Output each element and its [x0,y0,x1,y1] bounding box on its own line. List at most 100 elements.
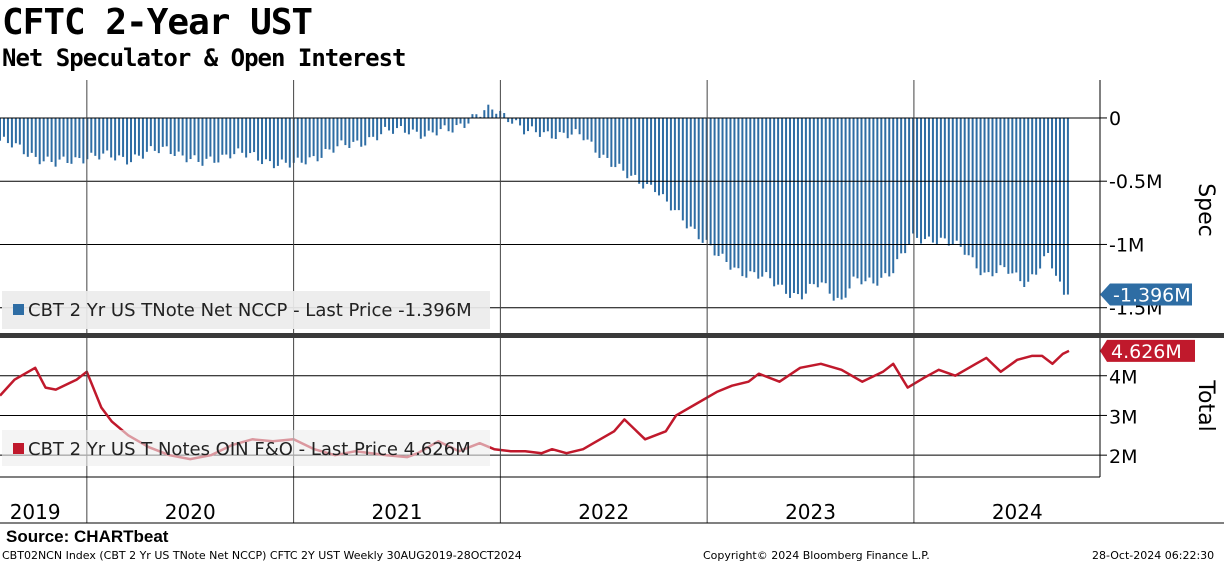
spec-bar [149,117,152,147]
spec-tick-label: 0 [1109,108,1121,130]
spec-bar [6,117,9,144]
spec-bar [153,117,156,151]
spec-bar [479,116,482,118]
spec-bar [439,117,442,130]
spec-bar [1023,117,1026,288]
spec-bar [935,117,938,244]
spec-bar [419,117,422,139]
spec-legend-text: CBT 2 Yr US TNote Net NCCP - Last Price … [28,300,472,321]
spec-bar [372,117,375,137]
spec-bar [860,117,863,285]
spec-bar [852,117,855,277]
spec-bar [844,117,847,298]
spec-bar [201,117,204,166]
chart-frame [0,80,1224,524]
spec-bar [761,117,764,277]
spec-bar [848,117,851,289]
spec-bar [947,117,950,246]
spec-bar [856,117,859,279]
spec-bar [650,117,653,185]
spec-bar [1019,117,1022,282]
spec-bar [74,117,77,158]
spec-bar [431,117,434,133]
spec-bar [157,117,160,154]
timestamp: 28-Oct-2024 06:22:30 [1092,549,1215,562]
spec-bar [927,117,930,237]
spec-bar [558,117,561,133]
spec-bar [197,117,200,162]
spec-bar [904,117,907,254]
total-tick-label: 2M [1109,446,1137,468]
spec-bar [785,117,788,294]
spec-bar [816,117,819,288]
spec-bar [268,117,271,162]
spec-last-value-label: -1.396M [1113,285,1191,307]
spec-bar [800,117,803,300]
spec-bar [646,117,649,184]
spec-bar [1035,117,1038,275]
spec-bar [411,117,414,130]
spec-bar [46,117,49,157]
spec-tick-label: -0.5M [1109,171,1162,193]
spec-bar [169,117,172,155]
spec-bar [316,117,319,162]
spec-legend-box [2,291,490,329]
spec-bar [1043,117,1046,257]
spec-bar [673,117,676,211]
year-label: 2019 [10,500,61,524]
spec-bar [955,117,958,241]
spec-bar [773,117,776,287]
spec-bar [554,117,557,139]
spec-bar [991,117,994,277]
spec-bar [987,117,990,273]
spec-bar [753,117,756,273]
spec-bar [324,117,327,150]
spec-bar [352,117,355,142]
spec-bar [407,117,410,135]
spec-bar [515,117,518,121]
spec-bar [1011,117,1014,274]
spec-bar [892,117,895,274]
spec-bar [566,117,569,139]
spec-bar [872,117,875,284]
spec-bar [602,117,605,155]
total-last-value-tag [1100,339,1195,362]
spec-bar [713,117,716,256]
spec-bar [1055,117,1057,276]
spec-bar [995,117,998,274]
spec-bar [10,117,13,148]
spec-bar [62,117,65,157]
spec-bar [241,117,244,153]
spec-bar [1058,117,1061,282]
spec-bar [781,117,784,285]
spec-bar [483,110,486,118]
spec-bar [292,117,295,163]
spec-bar [233,117,236,155]
spec-bar [161,117,164,147]
spec-bar [237,117,240,149]
spec-bar [836,117,839,298]
spec-bar [261,117,264,165]
spec-tick-label: -1.5M [1109,298,1162,320]
spec-bar [122,117,125,157]
spec-bar [205,117,208,159]
spec-bar [1047,117,1050,253]
spec-bar [423,117,426,137]
spec-bar [908,117,911,245]
spec-bar [876,117,879,286]
spec-bar [42,117,45,162]
total-gridlines [0,375,1100,456]
spec-bar [312,117,315,157]
spec-bar [491,109,494,118]
spec-bar [606,117,609,158]
total-axis-title: Total [1193,379,1218,431]
spec-bar [717,117,720,257]
spec-bar [888,117,891,277]
spec-bar [812,117,815,285]
spec-bar [403,117,406,133]
spec-bar [193,117,196,156]
spec-bar [590,117,593,142]
spec-bar [626,117,629,179]
spec-bar [820,117,823,283]
spec-bar [272,117,275,169]
